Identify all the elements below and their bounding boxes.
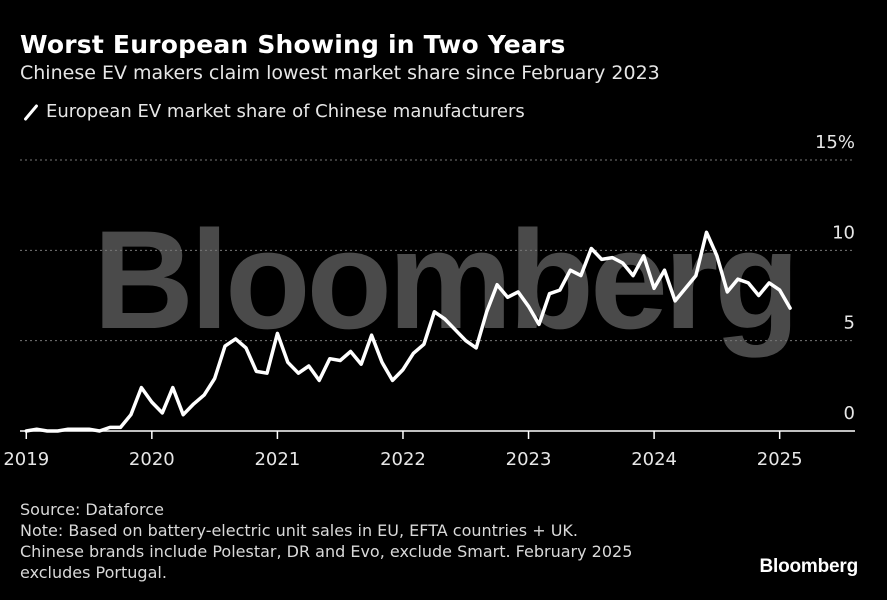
x-tick-label: 2023 — [506, 449, 552, 470]
note-line: Note: Based on battery-electric unit sal… — [20, 521, 578, 540]
x-tick-label: 2025 — [757, 449, 803, 470]
chart-subtitle: Chinese EV makers claim lowest market sh… — [20, 62, 660, 84]
source-note: Source: Dataforce — [20, 500, 164, 519]
y-tick-label: 10 — [832, 222, 855, 243]
note-line: Chinese brands include Polestar, DR and … — [20, 542, 633, 561]
note-line: excludes Portugal. — [20, 563, 167, 582]
chart-title: Worst European Showing in Two Years — [20, 30, 566, 59]
x-tick-label: 2020 — [129, 449, 175, 470]
series-line — [24, 230, 792, 433]
legend-label: European EV market share of Chinese manu… — [46, 101, 525, 122]
legend: European EV market share of Chinese manu… — [20, 101, 525, 122]
y-tick-label: 5 — [844, 313, 855, 334]
x-tick-label: 2021 — [254, 449, 300, 470]
y-tick-label: 15% — [815, 132, 855, 153]
bloomberg-logo: Bloomberg — [759, 556, 859, 577]
chart-footer: Source: Dataforce Note: Based on battery… — [20, 499, 632, 583]
x-tick-label: 2019 — [3, 449, 49, 470]
y-tick-label: 0 — [844, 403, 855, 424]
x-tick-label: 2024 — [631, 449, 677, 470]
x-tick-label: 2022 — [380, 449, 426, 470]
